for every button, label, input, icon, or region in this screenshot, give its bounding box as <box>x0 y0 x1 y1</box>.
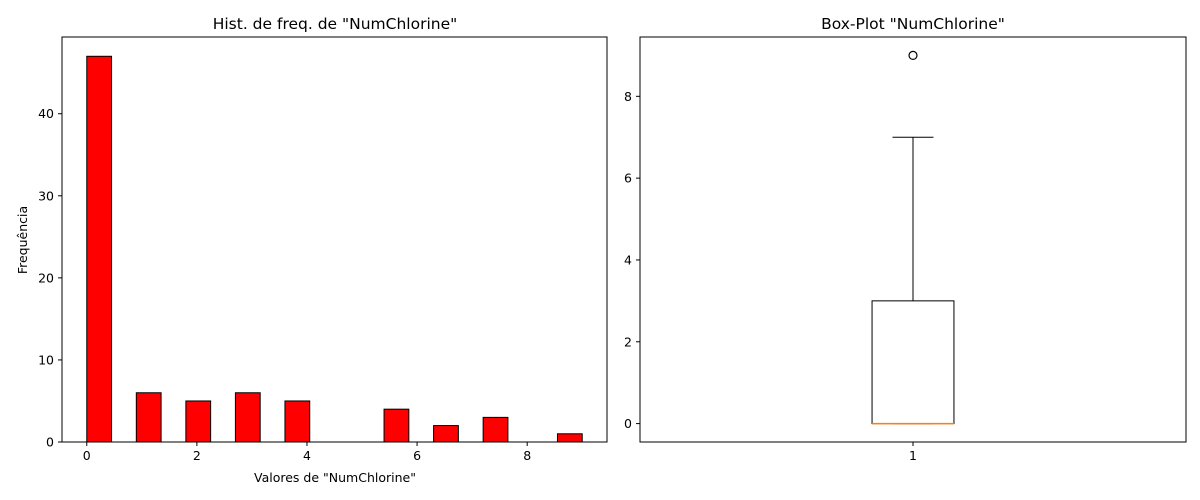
y-tick-label: 2 <box>624 334 632 349</box>
y-tick-label: 40 <box>38 106 54 121</box>
boxplot-panel: Box-Plot "NumChlorine" 1 0 2 4 6 8 <box>624 15 1187 463</box>
y-tick-label: 0 <box>624 416 632 431</box>
boxplot-x-ticks: 1 <box>909 442 917 463</box>
histogram-bar <box>556 433 583 443</box>
histogram-axes-frame <box>61 36 608 443</box>
histogram-bar <box>482 416 509 443</box>
histogram-bar <box>135 392 162 443</box>
boxplot-y-ticks: 0 2 4 6 8 <box>624 89 640 431</box>
boxplot-marks <box>871 50 955 425</box>
histogram-bar <box>185 400 212 443</box>
histogram-bar <box>433 425 459 443</box>
histogram-bars <box>86 55 583 443</box>
histogram-y-ticks: 0 10 20 30 40 <box>38 106 62 450</box>
x-tick-label: 4 <box>303 448 311 463</box>
histogram-bar <box>234 392 261 443</box>
histogram-y-label: Frequência <box>15 206 30 274</box>
y-tick-label: 6 <box>624 171 632 186</box>
x-tick-label: 6 <box>413 448 421 463</box>
histogram-bar <box>284 400 311 443</box>
iqr-box <box>871 300 955 425</box>
histogram-bar <box>383 408 410 443</box>
histogram-x-label: Valores de "NumChlorine" <box>254 470 416 485</box>
histogram-x-ticks: 0 2 4 6 8 <box>83 442 531 463</box>
y-tick-label: 20 <box>38 270 54 285</box>
outlier-point <box>908 50 918 61</box>
boxplot-title: Box-Plot "NumChlorine" <box>821 15 1005 33</box>
y-tick-label: 4 <box>624 252 632 267</box>
y-tick-label: 0 <box>46 435 54 450</box>
x-tick-label: 8 <box>523 448 531 463</box>
y-tick-label: 8 <box>624 89 632 104</box>
x-tick-label: 2 <box>193 448 201 463</box>
x-tick-label: 0 <box>83 448 91 463</box>
histogram-title: Hist. de freq. de "NumChlorine" <box>213 15 458 33</box>
y-tick-label: 10 <box>38 352 54 367</box>
x-tick-label: 1 <box>909 448 917 463</box>
histogram-panel: Hist. de freq. de "NumChlorine" 0 2 4 6 8 0 1… <box>15 15 608 485</box>
histogram-bar <box>86 55 113 443</box>
y-tick-label: 30 <box>38 188 54 203</box>
